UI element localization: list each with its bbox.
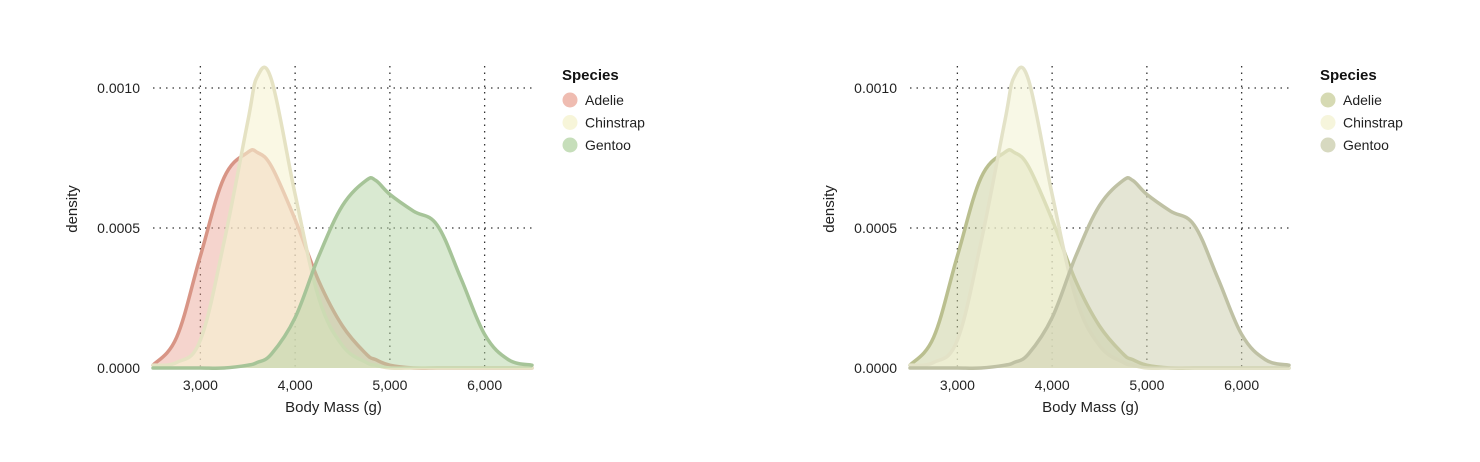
x-tick-label: 6,000 (1224, 377, 1259, 393)
y-tick-label: 0.0010 (854, 80, 897, 96)
legend-swatch-adelie (1320, 92, 1336, 108)
legend-label-gentoo: Gentoo (1343, 137, 1389, 153)
y-axis-title: density (64, 185, 81, 233)
x-tick-label: 3,000 (940, 377, 975, 393)
legend-label-gentoo: Gentoo (585, 137, 631, 153)
x-axis-title: Body Mass (g) (1042, 399, 1139, 416)
legend-title: Species (1320, 67, 1377, 84)
legend: Species Adelie Chinstrap Gentoo (562, 67, 645, 153)
legend-label-chinstrap: Chinstrap (1343, 115, 1403, 131)
legend-swatch-gentoo (562, 137, 578, 153)
y-axis-title: density (821, 185, 838, 233)
legend: Species Adelie Chinstrap Gentoo (1320, 67, 1403, 153)
legend-swatch-chinstrap (562, 115, 578, 130)
chart-panel-2: 3,000 4,000 5,000 6,000 0.0000 0.0005 0.0010 Bo… (821, 65, 1403, 416)
x-axis-title: Body Mass (g) (285, 399, 382, 416)
density-area-chinstrap (153, 67, 532, 369)
density-line-gentoo (151, 175, 534, 370)
chart-panel-1: 3,000 4,000 5,000 6,000 0.0000 0.0005 0.0010 Bo… (64, 65, 645, 416)
legend-swatch-adelie (562, 92, 578, 108)
y-tick-label: 0.0010 (97, 80, 140, 96)
x-tick-label: 5,000 (372, 377, 407, 393)
density-area-chinstrap (910, 67, 1289, 369)
x-tick-label: 4,000 (278, 377, 313, 393)
density-areas (908, 65, 1291, 370)
density-line-gentoo (908, 175, 1291, 370)
legend-swatch-chinstrap (1320, 115, 1336, 130)
x-tick-label: 6,000 (467, 377, 502, 393)
legend-label-adelie: Adelie (1343, 92, 1382, 108)
x-tick-label: 4,000 (1035, 377, 1070, 393)
y-tick-label: 0.0000 (97, 360, 140, 376)
y-tick-label: 0.0005 (854, 220, 897, 236)
density-areas (151, 65, 534, 370)
legend-label-chinstrap: Chinstrap (585, 115, 645, 131)
legend-swatch-gentoo (1320, 137, 1336, 153)
y-tick-label: 0.0000 (854, 360, 897, 376)
y-tick-label: 0.0005 (97, 220, 140, 236)
x-tick-label: 5,000 (1129, 377, 1164, 393)
legend-label-adelie: Adelie (585, 92, 624, 108)
legend-title: Species (562, 67, 619, 84)
x-tick-label: 3,000 (183, 377, 218, 393)
